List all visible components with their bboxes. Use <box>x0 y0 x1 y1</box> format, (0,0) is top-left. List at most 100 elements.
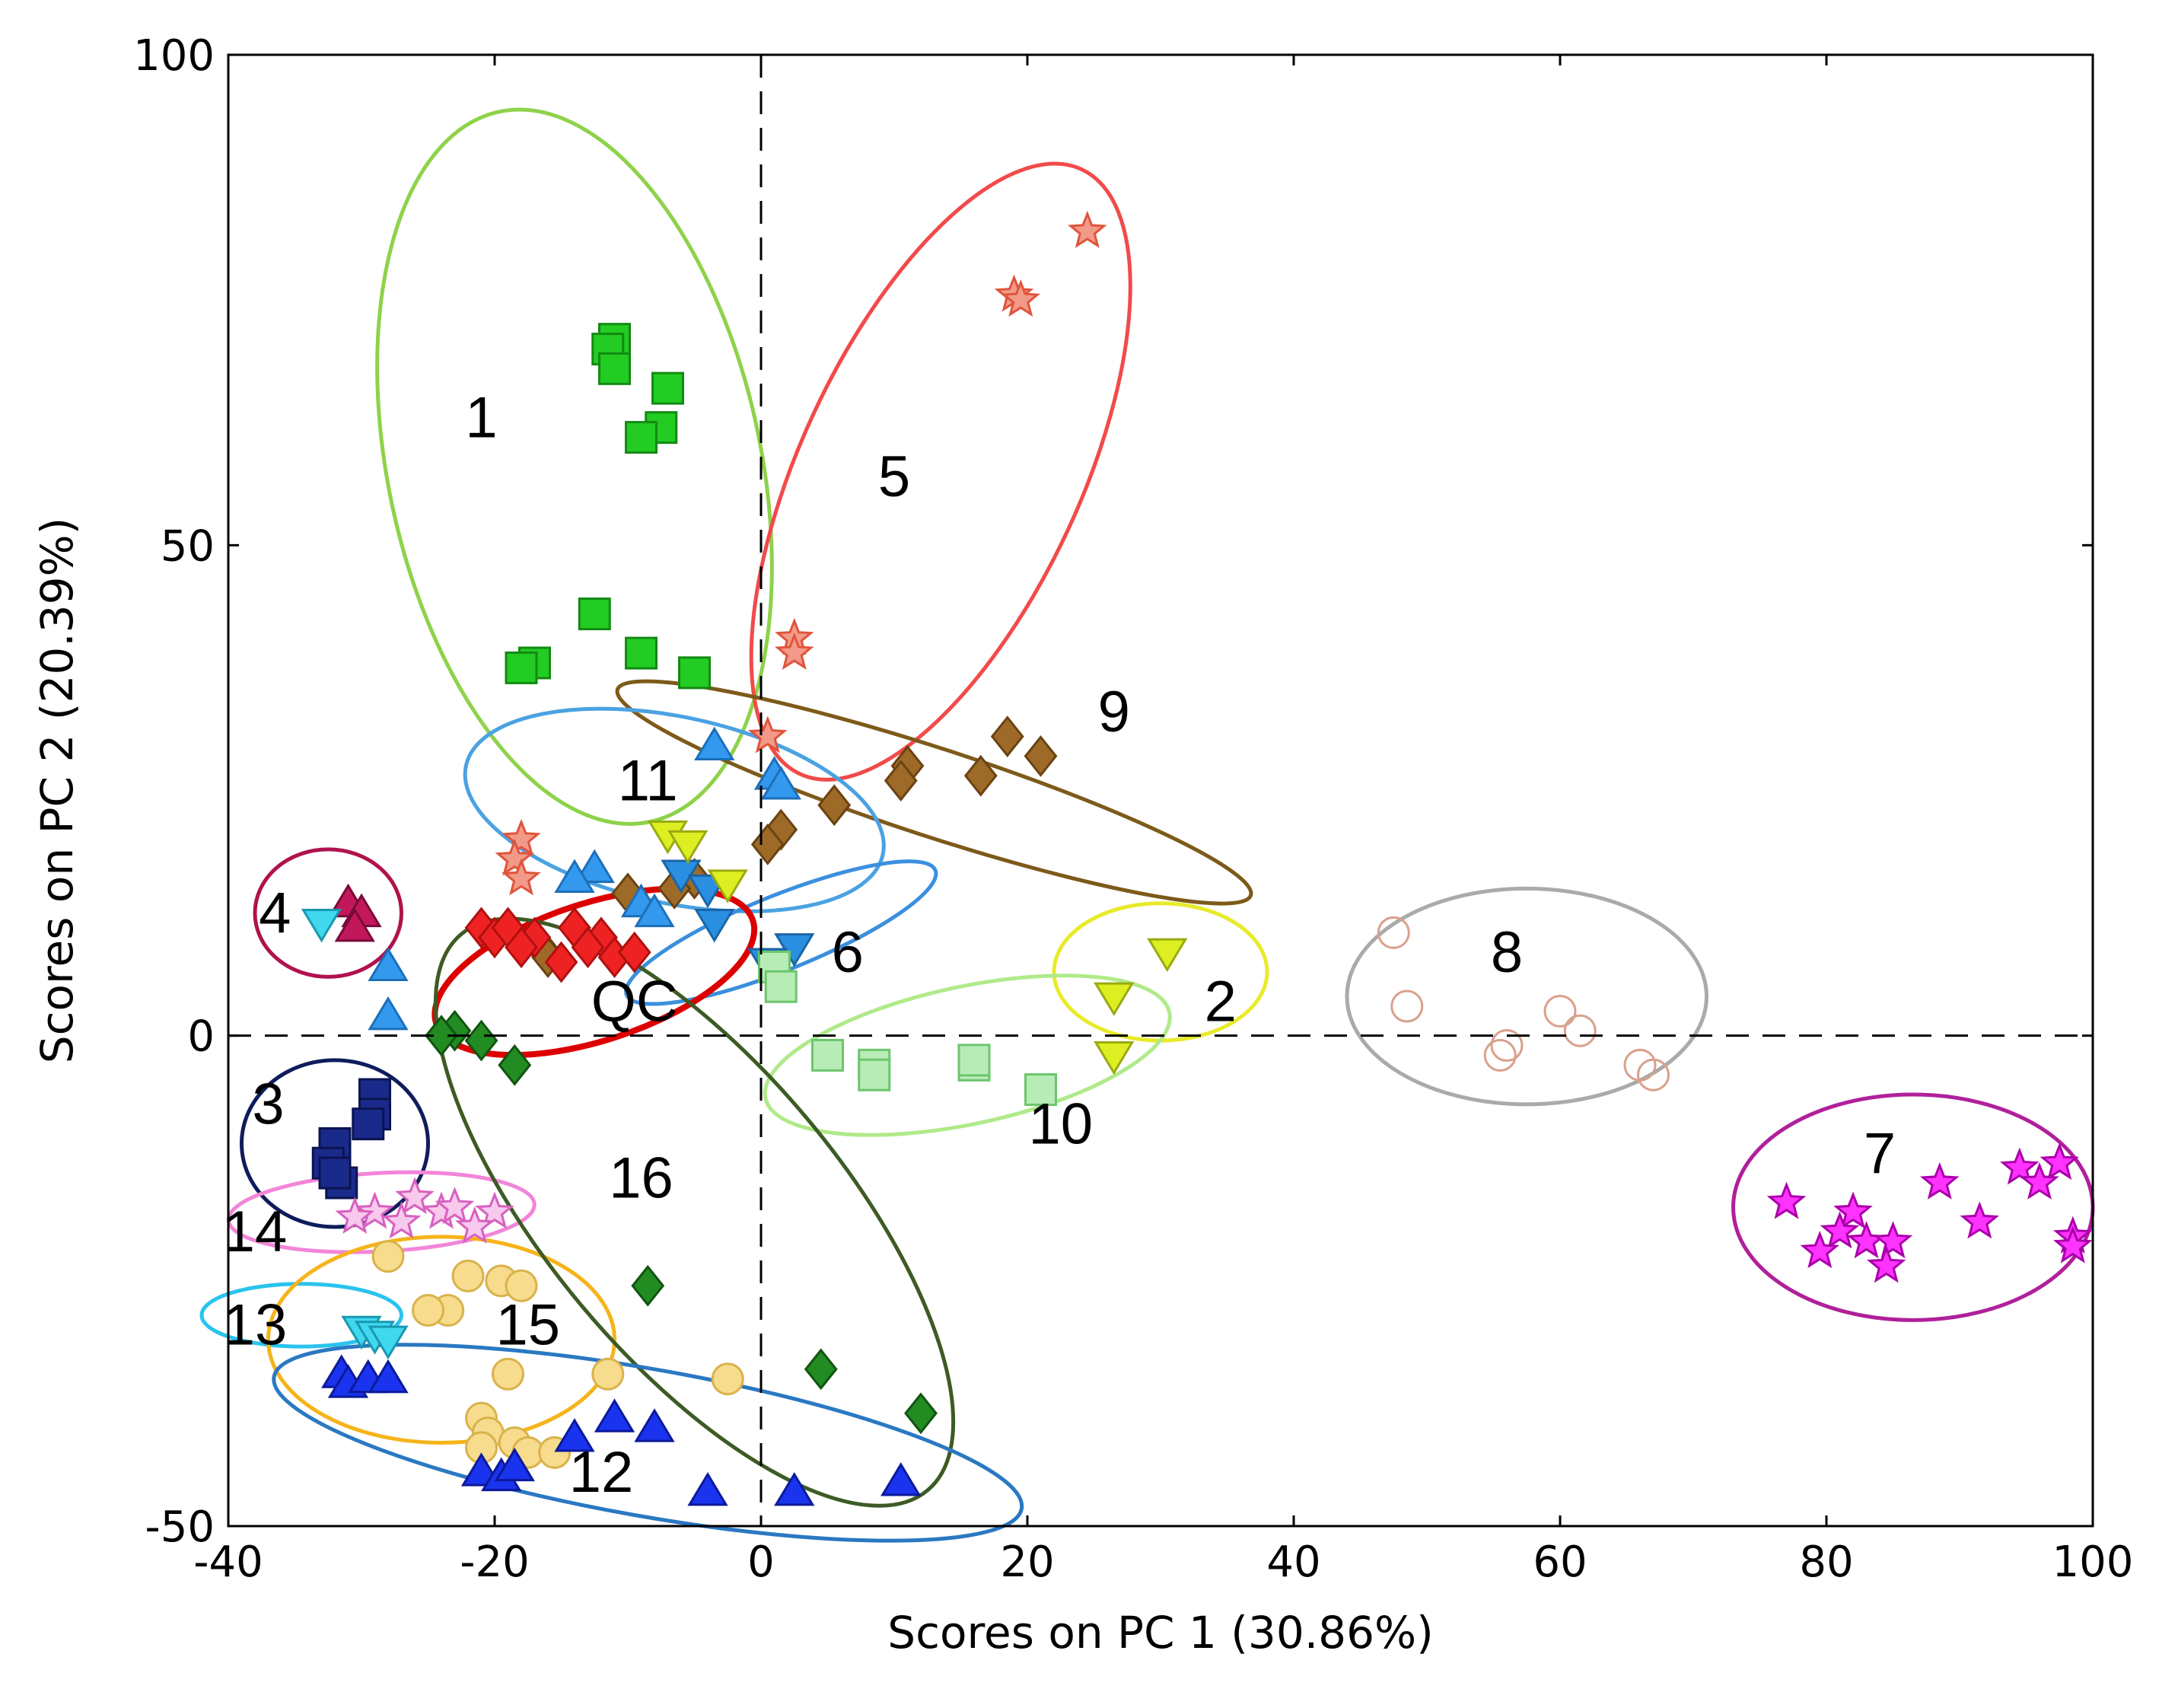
group-5-point <box>1068 210 1107 248</box>
group-16-point <box>498 1044 532 1086</box>
group-10-point <box>764 970 798 1003</box>
group-5-point <box>1001 279 1040 317</box>
group-11-point <box>694 726 735 761</box>
group-16-ellipse <box>433 916 956 1508</box>
group-13-ellipse <box>199 1282 403 1349</box>
group-14-point <box>455 1206 495 1244</box>
group-QC-label: QC <box>591 969 678 1034</box>
group-1-label: 1 <box>465 386 497 451</box>
group-11-point <box>554 859 595 893</box>
group-16-point <box>904 1392 938 1435</box>
group-9-point <box>963 754 998 797</box>
group-12-label: 12 <box>569 1440 634 1505</box>
group-8-label: 8 <box>1491 920 1523 985</box>
group-1-point <box>505 651 538 684</box>
group-5-point <box>775 632 814 671</box>
group-4-ellipse <box>253 847 403 979</box>
group-12-point <box>634 1408 675 1442</box>
group-15-point <box>492 1357 524 1391</box>
group-8-point <box>1563 1014 1597 1047</box>
group-12-point <box>774 1471 815 1506</box>
group-12-ellipse <box>272 1343 1024 1543</box>
group-12-point <box>880 1462 922 1496</box>
group-11-point <box>760 766 801 800</box>
group-1-point <box>678 656 711 690</box>
group-1-ellipse <box>375 107 774 826</box>
group-3-ellipse <box>240 1058 430 1229</box>
group-14-point <box>395 1177 435 1215</box>
group-16-point <box>804 1348 838 1391</box>
group-9-ellipse <box>615 679 1253 906</box>
group-13-point <box>301 908 342 943</box>
group-7-point <box>1833 1191 1873 1229</box>
group-11-point <box>368 947 409 981</box>
group-7-point <box>2020 1162 2059 1200</box>
group-15-point <box>711 1362 744 1396</box>
group-8-point <box>1637 1058 1670 1091</box>
group-ellipses <box>199 107 2095 1543</box>
group-1-point <box>598 352 631 385</box>
group-5-point <box>502 858 541 896</box>
group-6-label: 6 <box>832 920 864 985</box>
group-10-label: 10 <box>1028 1091 1093 1156</box>
group-5-point <box>748 715 788 754</box>
group-1-point <box>625 421 658 454</box>
group-15-point <box>371 1240 405 1273</box>
data-markers <box>301 210 2093 1506</box>
group-2-point <box>707 869 748 903</box>
group-11-point <box>634 893 675 928</box>
group-2-point <box>667 830 709 865</box>
x-tick-label: 60 <box>1533 1538 1587 1587</box>
group-3-label: 3 <box>252 1072 284 1137</box>
group-9-label: 9 <box>1098 680 1130 744</box>
group-5-ellipse <box>749 161 1132 782</box>
group-16-point <box>464 1019 498 1062</box>
group-9-point <box>1024 735 1058 777</box>
group-2-point <box>1094 982 1135 1017</box>
group-8-point <box>1490 1029 1524 1063</box>
group-6-point <box>694 908 735 943</box>
group-7-point <box>1873 1221 1913 1259</box>
group-10-point <box>811 1038 844 1072</box>
group-8-point <box>1390 989 1424 1023</box>
y-axis-title: Scores on PC 2 (20.39%) <box>31 518 83 1063</box>
group-8-point <box>1483 1038 1517 1072</box>
y-tick-label: 0 <box>187 1012 215 1062</box>
group-7-point <box>1960 1201 1999 1239</box>
y-tick-label: -50 <box>145 1502 215 1552</box>
group-2-label: 2 <box>1205 969 1237 1034</box>
group-10-point <box>858 1058 891 1091</box>
group-15-point <box>505 1269 538 1302</box>
group-15-ellipse <box>266 1235 616 1445</box>
group-5-point <box>502 818 541 856</box>
group-4-label: 4 <box>259 881 291 945</box>
group-3-point <box>318 1156 352 1190</box>
group-15-point <box>591 1357 625 1391</box>
y-tick-label: 50 <box>161 521 215 571</box>
group-2-point <box>1094 1040 1135 1075</box>
group-1-point <box>578 597 611 631</box>
group-7-point <box>1766 1181 1807 1219</box>
group-8-point <box>1543 994 1577 1028</box>
x-tick-label: -40 <box>193 1538 263 1587</box>
group-10-point <box>957 1044 991 1077</box>
group-7-point <box>1800 1231 1839 1269</box>
group-14-point <box>475 1191 514 1229</box>
group-11-label: 11 <box>618 748 678 813</box>
group-13-point <box>368 1325 409 1360</box>
group-7-point <box>1920 1162 1960 1200</box>
group-12-point <box>368 1359 409 1394</box>
group-10-point <box>1024 1073 1057 1107</box>
group-12-point <box>554 1418 595 1452</box>
group-QC-point <box>544 941 578 983</box>
group-1-point <box>625 636 658 670</box>
group-QC-point <box>571 926 605 969</box>
group-16-label: 16 <box>609 1146 673 1210</box>
group-14-label: 14 <box>223 1200 288 1264</box>
axis-ticks: -40 -20 0 20 40 60 80 100 -50 0 50 100 <box>133 31 2133 1587</box>
plot-frame <box>227 53 2094 1528</box>
x-tick-label: 0 <box>747 1538 775 1587</box>
group-11-point <box>368 996 409 1031</box>
group-14-point <box>335 1196 374 1235</box>
